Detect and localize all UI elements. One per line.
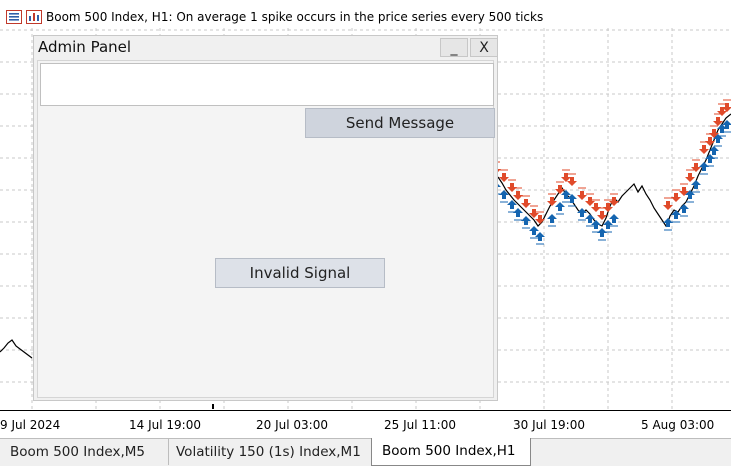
buy-arrow	[529, 226, 539, 235]
sell-arrow	[513, 191, 523, 200]
price-line	[0, 339, 33, 359]
buy-arrow	[585, 214, 595, 223]
sell-arrow	[663, 201, 673, 210]
buy-arrow	[561, 190, 571, 199]
chart-tabs: Boom 500 Index,M5 Volatility 150 (1s) In…	[0, 438, 731, 466]
chart-header: Boom 500 Index, H1: On average 1 spike o…	[6, 8, 543, 26]
buy-arrow	[567, 194, 577, 203]
buy-arrow	[713, 134, 723, 143]
sell-arrow	[699, 145, 709, 154]
sell-arrow	[597, 211, 607, 220]
buy-arrow	[603, 220, 613, 229]
time-label: 9 Jul 2024	[0, 418, 61, 432]
buy-arrow	[609, 214, 619, 223]
buy-arrow	[499, 190, 509, 199]
buy-arrow	[521, 216, 531, 225]
sell-arrow	[603, 203, 613, 212]
sell-arrow	[585, 197, 595, 206]
sell-arrow	[679, 187, 689, 196]
time-label: 30 Jul 19:00	[513, 418, 585, 432]
sell-arrow	[535, 215, 545, 224]
sell-arrow	[567, 177, 577, 186]
sell-arrow	[609, 197, 619, 206]
message-input[interactable]	[40, 63, 494, 106]
buy-arrow	[679, 204, 689, 213]
buy-arrow	[663, 218, 673, 227]
time-label: 25 Jul 11:00	[384, 418, 456, 432]
chart-area[interactable]: Boom 500 Index, H1: On average 1 spike o…	[0, 0, 731, 410]
sell-arrow	[555, 185, 565, 194]
buy-arrow	[717, 124, 727, 133]
send-message-button[interactable]: Send Message	[305, 108, 495, 138]
buy-arrow	[699, 162, 709, 171]
buy-arrow	[709, 146, 719, 155]
time-label: 20 Jul 03:00	[256, 418, 328, 432]
buy-arrow	[513, 208, 523, 217]
buy-arrow	[507, 200, 517, 209]
sell-arrow	[685, 173, 695, 182]
tab-boom-500-h1[interactable]: Boom 500 Index,H1	[371, 438, 531, 466]
sell-arrow	[691, 163, 701, 172]
tab-volatility-150-m1[interactable]: Volatility 150 (1s) Index,M1	[166, 439, 377, 465]
minimize-button[interactable]: _	[440, 38, 468, 57]
expert-advisor-icon[interactable]	[26, 10, 42, 24]
buy-arrow	[577, 208, 587, 217]
close-button[interactable]: X	[470, 38, 498, 57]
sell-arrow	[591, 203, 601, 212]
sell-arrow	[717, 107, 727, 116]
chart-title: Boom 500 Index, H1: On average 1 spike o…	[46, 10, 544, 24]
buy-arrow	[671, 210, 681, 219]
buy-arrow	[591, 220, 601, 229]
sell-arrow	[547, 197, 557, 206]
time-label: 5 Aug 03:00	[641, 418, 715, 432]
axis-marker	[212, 404, 214, 409]
buy-arrow	[597, 228, 607, 237]
sell-arrow	[713, 117, 723, 126]
sell-arrow	[529, 209, 539, 218]
sell-arrow	[521, 199, 531, 208]
sell-arrow	[671, 193, 681, 202]
buy-arrow	[555, 202, 565, 211]
sell-arrow	[705, 137, 715, 146]
chart-list-icon[interactable]	[6, 10, 22, 24]
sell-arrow	[499, 173, 509, 182]
sell-arrow	[561, 173, 571, 182]
sell-arrow	[507, 183, 517, 192]
time-axis: 9 Jul 2024 14 Jul 19:00 20 Jul 03:00 25 …	[0, 404, 731, 439]
buy-arrow	[691, 180, 701, 189]
time-label: 14 Jul 19:00	[129, 418, 201, 432]
invalid-signal-button[interactable]: Invalid Signal	[215, 258, 385, 288]
panel-title: Admin Panel	[38, 38, 132, 56]
buy-arrow	[722, 120, 731, 129]
tab-boom-500-m5[interactable]: Boom 500 Index,M5	[0, 439, 169, 465]
admin-panel[interactable]: Admin Panel _ X Send Message	[33, 35, 498, 401]
buy-arrow	[535, 232, 545, 241]
buy-arrow	[547, 214, 557, 223]
sell-arrow	[722, 103, 731, 112]
sell-arrow	[577, 191, 587, 200]
sell-arrow	[709, 129, 719, 138]
buy-arrow	[685, 190, 695, 199]
